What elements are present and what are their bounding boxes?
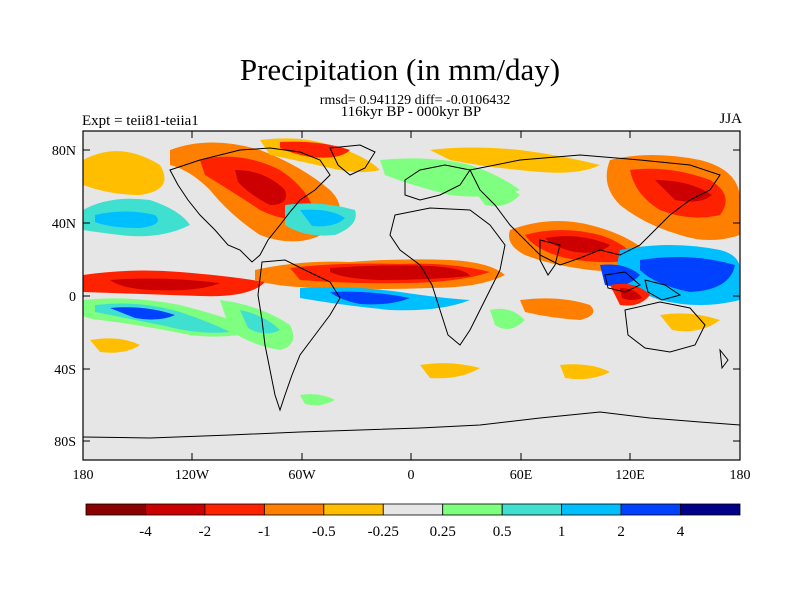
coastlines (83, 144, 740, 439)
season-label: JJA (719, 111, 742, 127)
lat-label-40n: 40N (52, 217, 76, 232)
lat-label-80n: 80N (52, 144, 76, 159)
stats-line: rmsd= 0.941129 diff= -0.0106432 (319, 93, 511, 108)
colorbar-swatch (145, 503, 206, 516)
colorbar-swatch (501, 503, 563, 516)
lon-label-120w: 120W (175, 468, 210, 483)
colorbar-swatch (561, 503, 622, 516)
colorbar-swatch (263, 503, 325, 516)
colorbar-label: -0.25 (368, 524, 399, 540)
colorbar-label: -2 (199, 524, 212, 540)
colorbar-swatch (382, 503, 444, 516)
colorbar-swatch (442, 503, 503, 516)
lon-label-180w: 180 (73, 468, 94, 483)
colorbar-label: 0.5 (493, 524, 512, 540)
precipitation-field (83, 138, 740, 406)
colorbar-label: -1 (258, 524, 271, 540)
lat-label-40s: 40S (54, 363, 76, 378)
colorbar-swatch (620, 503, 681, 516)
colorbar-label: -0.5 (312, 524, 336, 540)
lon-label-120e: 120E (615, 468, 645, 483)
colorbar: -4 -2 -1 -0.5 -0.25 0.25 0.5 1 2 4 (85, 503, 741, 540)
colorbar-label: -4 (139, 524, 152, 540)
colorbar-swatch (204, 503, 265, 516)
period-line: 116kyr BP - 000kyr BP (340, 104, 482, 120)
lon-label-60w: 60W (288, 468, 316, 483)
axis-ticks (82, 131, 741, 460)
experiment-label: Expt = teii81-teiia1 (82, 113, 199, 129)
lat-label-0: 0 (69, 290, 76, 305)
colorbar-label: 0.25 (430, 524, 456, 540)
colorbar-swatch (85, 503, 146, 516)
colorbar-swatch (323, 503, 384, 516)
colorbar-swatch (680, 503, 741, 516)
plot-title: Precipitation (in mm/day) (239, 52, 561, 87)
lon-label-60e: 60E (510, 468, 533, 483)
lon-label-180e: 180 (730, 468, 751, 483)
lat-label-80s: 80S (54, 435, 76, 450)
colorbar-label: 4 (677, 524, 685, 540)
lon-label-0: 0 (408, 468, 415, 483)
colorbar-label: 1 (558, 524, 566, 540)
colorbar-label: 2 (617, 524, 625, 540)
